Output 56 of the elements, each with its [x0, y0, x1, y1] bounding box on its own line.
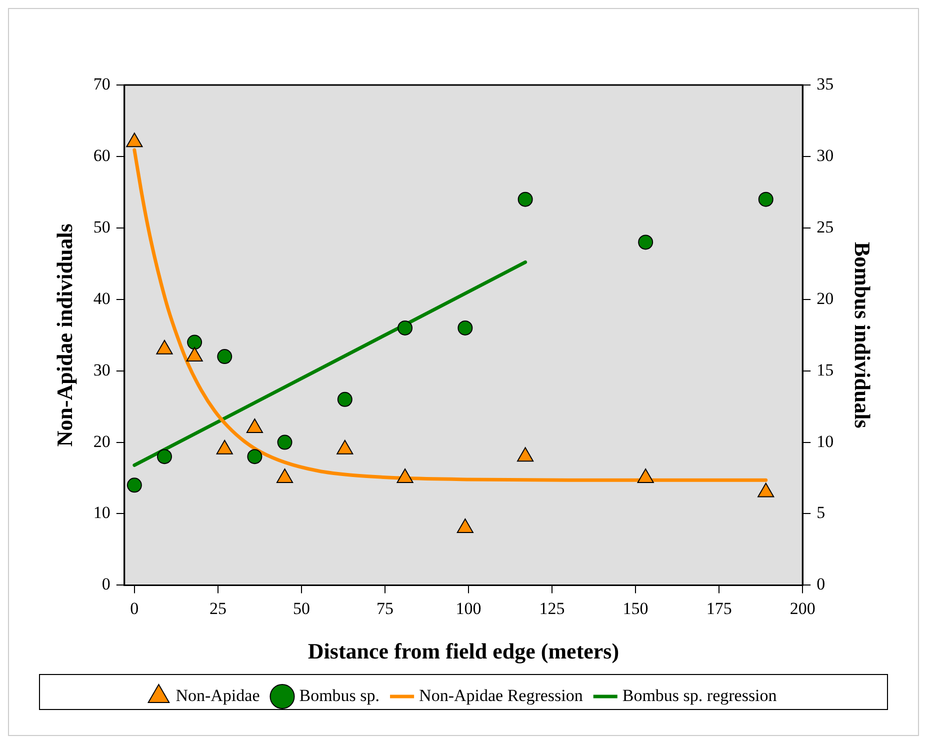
point: [637, 468, 654, 484]
x-tick-label: 100: [456, 598, 482, 618]
point: [458, 320, 473, 336]
legend-label: Non-Apidae Regression: [419, 686, 584, 705]
point: [186, 347, 203, 362]
y-tick-label: 50: [93, 217, 110, 236]
point: [336, 440, 354, 454]
point: [398, 320, 413, 336]
point: [758, 192, 774, 207]
x-axis-title: Distance from field edge (meters): [308, 638, 620, 664]
x-tick-label: 150: [622, 598, 648, 618]
point: [126, 132, 143, 148]
point: [456, 518, 474, 534]
y-tick-label: 40: [93, 288, 110, 308]
y2-tick-label: 25: [816, 217, 834, 236]
y2-tick-label: 20: [816, 288, 834, 308]
x-tick-label: 175: [706, 598, 732, 618]
legend-label: Bombus sp. regression: [622, 686, 778, 705]
y2-tick-label: 35: [816, 74, 834, 94]
point: [638, 234, 654, 250]
point: [277, 434, 292, 450]
y2-tick-label: 15: [816, 360, 834, 380]
y-tick-label: 30: [93, 360, 110, 380]
x-tick-label: 125: [539, 598, 565, 618]
point: [276, 468, 294, 484]
point: [758, 482, 774, 498]
point: [126, 478, 142, 493]
y-tick-label: 0: [102, 574, 110, 594]
y-tick-label: 70: [93, 74, 110, 94]
point: [156, 449, 172, 464]
point: [247, 449, 262, 464]
x-tick-label: 200: [790, 598, 816, 618]
x-tick-label: 25: [209, 598, 226, 618]
legend-label: Non-Apidae: [176, 686, 260, 705]
y2-tick-label: 0: [816, 574, 826, 594]
y2-tick-label: 10: [816, 432, 834, 451]
point: [337, 392, 352, 407]
y2-tick-label: 5: [816, 503, 826, 522]
point: [396, 468, 414, 484]
y-axis-title: Non-Apidae individuals: [52, 223, 77, 447]
x-tick-label: 75: [376, 598, 394, 618]
point: [517, 447, 534, 462]
point: [216, 440, 233, 454]
x-tick-label: 50: [292, 598, 310, 618]
y2-axis-title: Bombus individuals: [850, 242, 876, 429]
x-tick-label: 0: [130, 598, 139, 618]
y-tick-label: 60: [93, 146, 110, 165]
point: [217, 349, 232, 364]
y-tick-label: 10: [93, 503, 110, 522]
y-tick-label: 20: [93, 432, 110, 451]
y2-tick-label: 30: [816, 146, 834, 165]
point: [246, 418, 263, 433]
point: [156, 340, 173, 354]
point: [187, 334, 202, 350]
legend-label: Bombus sp.: [299, 686, 380, 705]
point: [518, 192, 533, 207]
